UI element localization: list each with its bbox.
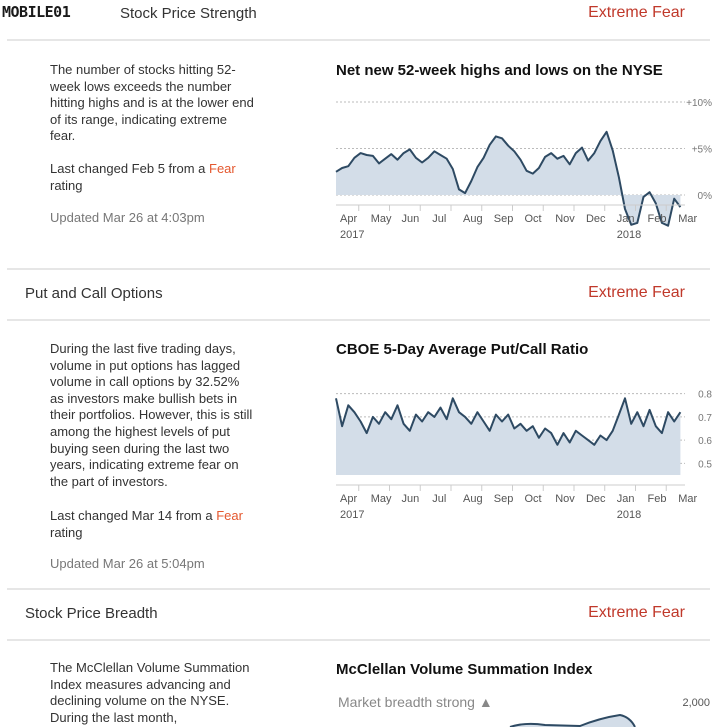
indicator-description: The number of stocks hitting 52-week low… [50,62,254,144]
y-tick-label: 0% [698,191,713,202]
previous-rating: Fear [209,161,236,176]
x-tick-label: Dec [586,213,606,225]
x-tick-label: Aug [463,493,483,505]
x-tick-label: Aug [463,213,483,225]
x-tick-label: May [371,493,392,505]
updated-timestamp: Updated Mar 26 at 5:04pm [50,556,205,571]
y-tick-label: 0.7 [698,413,712,424]
series-area [510,715,635,727]
chart-annotation: Market breadth strong ▲ [338,694,493,710]
divider [7,588,710,590]
x-tick-label: Jun [401,213,419,225]
divider [7,639,710,641]
chart-title: CBOE 5-Day Average Put/Call Ratio [336,341,589,358]
series-area [336,398,681,475]
section-header-stock-price-breadth: Stock Price Breadth Extreme Fear [0,595,720,635]
rating-badge: Extreme Fear [588,284,685,301]
x-tick-label: May [371,213,392,225]
y-tick-label: +10% [686,98,712,109]
x-tick-label: Apr [340,493,357,505]
divider [7,39,710,41]
series-line [509,713,636,727]
divider [7,319,710,321]
x-tick-label: Nov [555,493,575,505]
year-label: 2017 [340,229,364,241]
x-tick-label: Nov [555,213,575,225]
section-header-stock-price-strength: Stock Price Strength Extreme Fear [0,0,720,35]
section-header-put-call-options: Put and Call Options Extreme Fear [0,275,720,315]
chart-52-week-highs-lows: +10% +5% 0% Apr May Jun Jul Aug Sep Oct Nov Dec Jan F… [335,98,713,241]
year-label: 2018 [617,509,641,521]
x-tick-label: Feb [647,213,666,225]
y-tick-label: 0.6 [698,436,712,447]
chart-title: Net new 52-week highs and lows on the NY… [336,62,663,79]
year-label: 2018 [617,229,641,241]
year-label: 2017 [340,509,364,521]
series-line [335,130,682,227]
x-tick-label: Jul [432,493,446,505]
y-tick-label: 0.5 [698,459,712,470]
section-title: Stock Price Strength [120,5,257,22]
section-title: Stock Price Breadth [25,605,158,622]
previous-rating: Fear [216,508,243,523]
last-changed: Last changed Feb 5 from a Fear rating [50,161,255,194]
x-tick-label: Sep [494,213,514,225]
x-tick-label: Feb [647,493,666,505]
y-tick-label: +5% [692,145,712,156]
chart-title: McClellan Volume Summation Index [336,661,593,678]
rating-badge: Extreme Fear [588,4,685,21]
x-tick-label: Apr [340,213,357,225]
last-changed-prefix: Last changed Mar 14 from a [50,508,213,523]
site-logo: MOBILE01 [2,3,71,21]
x-tick-label: Mar [678,213,697,225]
chart-mcclellan-summation: Market breadth strong ▲ 2,000 [338,694,710,727]
x-tick-label: Dec [586,493,606,505]
y-tick-label: 0.8 [698,390,712,401]
last-changed-suffix: rating [50,177,83,193]
x-tick-label: Oct [524,213,541,225]
x-tick-label: Jan [617,493,635,505]
divider [7,268,710,270]
x-tick-label: Oct [524,493,541,505]
last-changed: Last changed Mar 14 from a Fear rating [50,508,255,541]
x-tick-label: Mar [678,493,697,505]
x-tick-label: Jan [617,213,635,225]
x-tick-label: Jul [432,213,446,225]
series-line [335,397,682,446]
last-changed-prefix: Last changed Feb 5 from a [50,161,206,176]
rating-badge: Extreme Fear [588,604,685,621]
section-title: Put and Call Options [25,285,163,302]
x-tick-label: Jun [401,493,419,505]
indicator-description: The McClellan Volume Summation Index mea… [50,660,250,725]
indicator-description: During the last five trading days, volum… [50,341,253,489]
chart-put-call-ratio: 0.8 0.7 0.6 0.5 Apr May Jun Jul Aug Sep Oct Nov Dec J… [335,390,712,521]
x-tick-label: Sep [494,493,514,505]
last-changed-suffix: rating [50,524,83,540]
y-tick-label: 2,000 [682,697,710,709]
updated-timestamp: Updated Mar 26 at 4:03pm [50,210,205,225]
series-area [336,131,681,226]
